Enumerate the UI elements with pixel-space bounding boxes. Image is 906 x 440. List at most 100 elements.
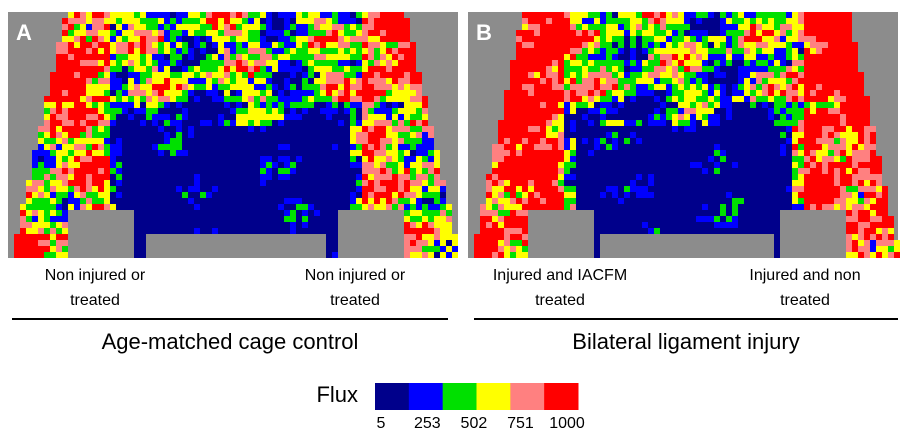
pixel [690,180,696,186]
pixel [738,222,744,228]
pixel [510,162,516,168]
pixel [218,90,224,96]
pixel [260,132,266,138]
pixel [392,66,398,72]
pixel [314,24,320,30]
pixel [522,240,528,246]
pixel [534,120,540,126]
pixel [582,84,588,90]
pixel [648,36,654,42]
pixel [804,186,810,192]
pixel [840,48,846,54]
pixel [504,234,510,240]
pixel [356,54,362,60]
pixel [152,72,158,78]
pixel [362,72,368,78]
pixel [170,132,176,138]
pixel [834,72,840,78]
pixel [350,36,356,42]
pixel [272,186,278,192]
pixel [630,168,636,174]
pixel [314,216,320,222]
pixel [690,18,696,24]
pixel [792,156,798,162]
pixel [146,84,152,90]
pixel [26,192,32,198]
pixel [636,102,642,108]
pixel [792,78,798,84]
pixel [200,126,206,132]
left-label: treated [535,292,585,309]
pixel [278,204,284,210]
pixel [642,162,648,168]
pixel [440,246,446,252]
pixel [810,12,816,18]
pixel [846,108,852,114]
pixel [128,150,134,156]
pixel [284,24,290,30]
pixel [834,96,840,102]
pixel [492,156,498,162]
pixel [38,162,44,168]
pixel [522,138,528,144]
pixel [116,192,122,198]
pixel [768,198,774,204]
pixel [738,114,744,120]
pixel [528,84,534,90]
pixel [696,48,702,54]
pixel [684,78,690,84]
pixel [194,24,200,30]
pixel [170,36,176,42]
pixel [404,192,410,198]
pixel [398,24,404,30]
pixel [266,198,272,204]
pixel [296,60,302,66]
pixel [422,228,428,234]
pixel [492,210,498,216]
pixel [792,30,798,36]
pixel [116,162,122,168]
pixel [86,18,92,24]
pixel [104,30,110,36]
pixel [798,198,804,204]
pixel [684,60,690,66]
pixel [792,168,798,174]
pixel [362,102,368,108]
pixel [266,228,272,234]
pixel [576,54,582,60]
pixel [768,144,774,150]
pixel [732,180,738,186]
pixel [714,198,720,204]
pixel [798,132,804,138]
pixel [516,66,522,72]
pixel [702,72,708,78]
pixel [236,72,242,78]
pixel [852,204,858,210]
pixel [308,198,314,204]
pixel [98,144,104,150]
pixel [284,114,290,120]
pixel [140,180,146,186]
pixel [642,78,648,84]
pixel [858,162,864,168]
pixel [224,60,230,66]
pixel [582,42,588,48]
pixel [726,54,732,60]
pixel [612,192,618,198]
pixel [792,144,798,150]
pixel [546,174,552,180]
pixel [816,102,822,108]
pixel [110,192,116,198]
pixel [744,162,750,168]
pixel [170,228,176,234]
pixel [278,138,284,144]
pixel [236,186,242,192]
pixel [182,114,188,120]
pixel [308,30,314,36]
pixel [582,168,588,174]
pixel [314,114,320,120]
pixel [284,36,290,42]
pixel [224,198,230,204]
pixel [110,48,116,54]
pixel [516,84,522,90]
